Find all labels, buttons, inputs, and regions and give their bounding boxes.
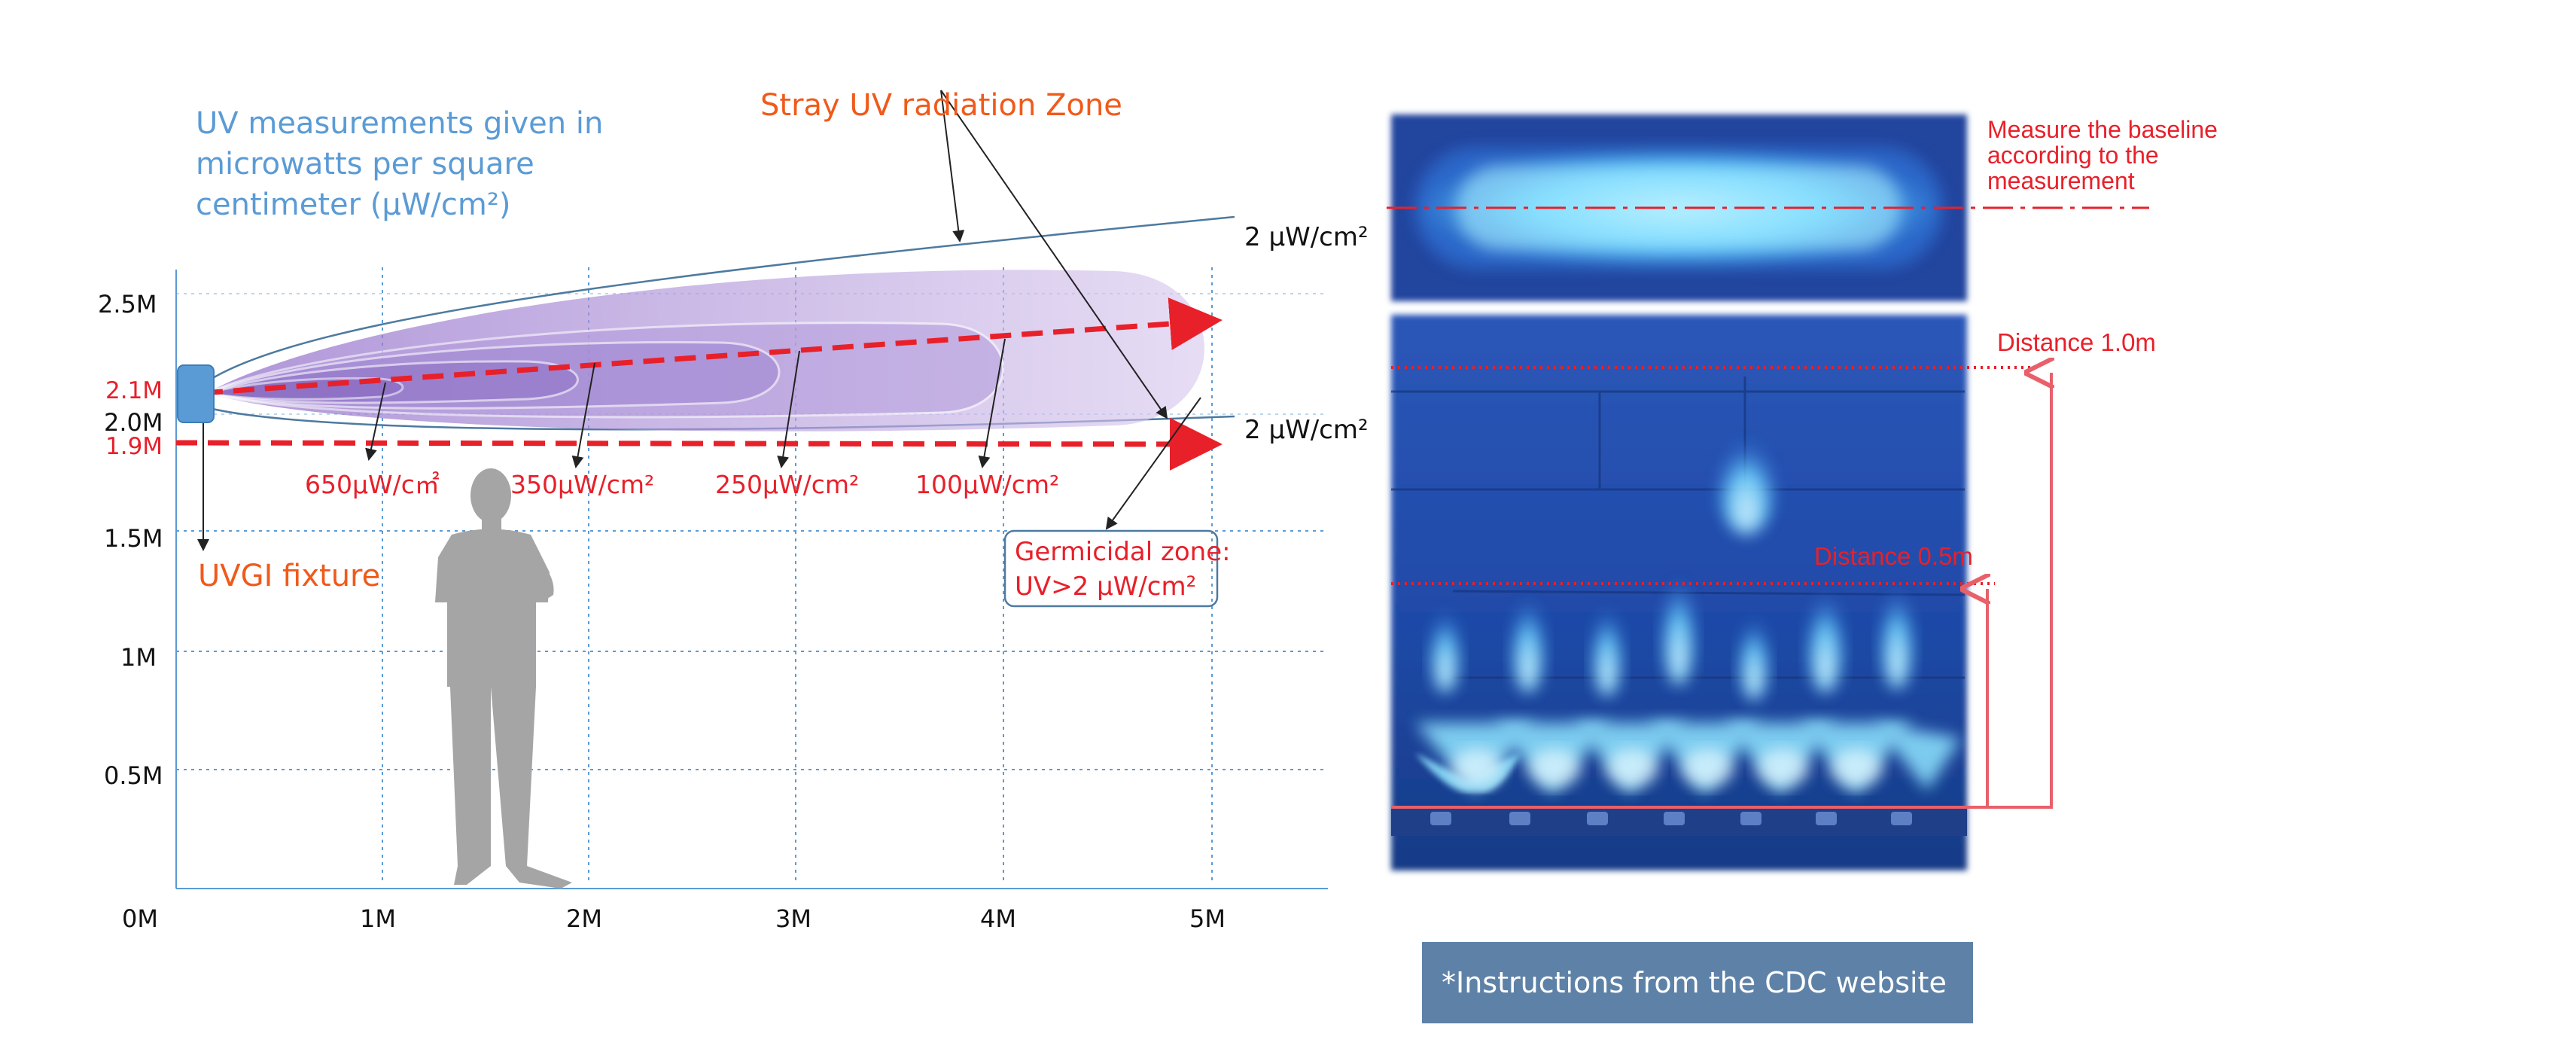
- y-tick-2.0: 2.0M: [104, 408, 163, 437]
- cdc-instructions-text: Instructions from the CDC website: [1456, 966, 1947, 999]
- right-photo: [1387, 114, 2149, 870]
- distance-1m-label: Distance 1.0m: [1997, 328, 2156, 356]
- intensity-label-100: 100µW/cm²: [915, 470, 1059, 499]
- germicidal-label-line1: Germicidal zone:: [1015, 537, 1231, 567]
- cdc-instructions-banner: *Instructions from the CDC website: [1422, 942, 1973, 1023]
- y-tick-1.5: 1.5M: [104, 524, 163, 553]
- lower-boundary-label: 2 µW/cm²: [1244, 415, 1369, 445]
- uv-note-line-3: centimeter (µW/cm²): [196, 188, 511, 222]
- uv-measurement-note: UV measurements given in microwatts per …: [196, 103, 603, 225]
- fixture-label: UVGI fixture: [198, 559, 380, 593]
- y-tick-1.9: 1.9M: [105, 433, 163, 460]
- y-tick-2.1: 2.1M: [105, 377, 163, 404]
- y-tick-2.5: 2.5M: [98, 290, 157, 319]
- asterisk: *: [1442, 966, 1456, 999]
- x-tick-2: 2M: [566, 904, 602, 933]
- germicidal-pointer: [1105, 397, 1201, 530]
- measurement-line-1.9m: [175, 417, 1223, 471]
- x-tick-0: 0M: [122, 904, 158, 933]
- stray-pointer-2: [940, 90, 1168, 419]
- intensity-labels: 650µW/c㎡ 350µW/cm² 250µW/cm² 100µW/cm²: [305, 470, 1059, 499]
- pointer-650: [365, 382, 386, 461]
- highlight-ticks: 2.1M 1.9M: [105, 377, 163, 460]
- beam-core: [206, 377, 404, 401]
- uv-beam: [202, 270, 1204, 431]
- y-tick-1: 1M: [120, 643, 157, 672]
- x-tick-1: 1M: [360, 904, 396, 933]
- left-diagram: 2.5M 2.0M 1.5M 1M 0.5M 0M 1M 2M 3M 4M 5M…: [98, 88, 1369, 933]
- distance-1m-arrow: [1391, 373, 2051, 809]
- intensity-label-650: 650µW/c㎡: [305, 470, 440, 499]
- baseline-note-line-2: according to the: [1987, 142, 2159, 169]
- upper-boundary-line: [202, 215, 1235, 386]
- baseline-note: Measure the baseline according to the me…: [1987, 117, 2218, 194]
- intensity-label-250: 250µW/cm²: [715, 470, 859, 499]
- germicidal-label-line2: UV>2 µW/cm²: [1015, 572, 1196, 602]
- axis-labels: 2.5M 2.0M 1.5M 1M 0.5M 0M 1M 2M 3M 4M 5M: [98, 290, 1226, 933]
- baseline-note-line-3: measurement: [1987, 167, 2135, 194]
- measurement-line-2.1m: [201, 297, 1223, 396]
- x-tick-3: 3M: [775, 904, 811, 933]
- photo-top-panel: [1391, 114, 1967, 301]
- upper-boundary-label: 2 µW/cm²: [1244, 222, 1369, 252]
- x-tick-5: 5M: [1189, 904, 1226, 933]
- uv-note-line-1: UV measurements given in: [196, 106, 604, 141]
- stray-pointer-1: [940, 90, 965, 242]
- y-tick-0.5: 0.5M: [104, 761, 163, 790]
- intensity-label-350: 350µW/cm²: [510, 470, 654, 499]
- pointer-100: [978, 338, 1006, 468]
- uvgi-fixture: [177, 364, 215, 423]
- x-tick-4: 4M: [980, 904, 1016, 933]
- light-streaks: [1429, 414, 1915, 700]
- uv-note-line-2: microwatts per square: [196, 147, 534, 181]
- distance-05m-label: Distance 0.5m: [1814, 542, 1973, 570]
- stray-zone-label: Stray UV radiation Zone: [760, 88, 1122, 123]
- photo-bottom-panel: [1391, 315, 1967, 870]
- person-silhouette: [435, 468, 572, 889]
- pointer-250: [777, 350, 800, 468]
- pointer-350: [571, 362, 595, 468]
- baseline-note-line-1: Measure the baseline: [1987, 116, 2218, 143]
- germicidal-box: [1003, 529, 1219, 608]
